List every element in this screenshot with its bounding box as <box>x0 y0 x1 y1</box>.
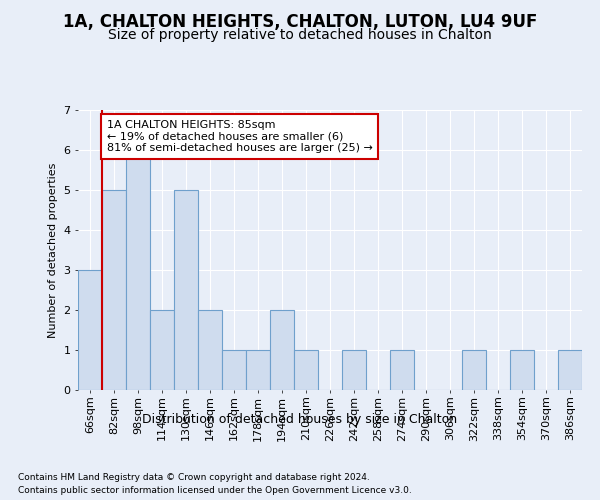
Bar <box>150 310 174 390</box>
Bar <box>558 350 582 390</box>
Text: Size of property relative to detached houses in Chalton: Size of property relative to detached ho… <box>108 28 492 42</box>
Bar <box>102 190 126 390</box>
Bar <box>246 350 270 390</box>
Bar <box>294 350 318 390</box>
Bar <box>390 350 414 390</box>
Text: 1A CHALTON HEIGHTS: 85sqm
← 19% of detached houses are smaller (6)
81% of semi-d: 1A CHALTON HEIGHTS: 85sqm ← 19% of detac… <box>107 120 373 153</box>
Text: Contains public sector information licensed under the Open Government Licence v3: Contains public sector information licen… <box>18 486 412 495</box>
Bar <box>198 310 222 390</box>
Bar <box>126 150 150 390</box>
Y-axis label: Number of detached properties: Number of detached properties <box>47 162 58 338</box>
Bar <box>462 350 486 390</box>
Bar <box>174 190 198 390</box>
Text: Distribution of detached houses by size in Chalton: Distribution of detached houses by size … <box>142 412 458 426</box>
Bar <box>222 350 246 390</box>
Bar <box>510 350 534 390</box>
Bar <box>78 270 102 390</box>
Text: Contains HM Land Registry data © Crown copyright and database right 2024.: Contains HM Land Registry data © Crown c… <box>18 472 370 482</box>
Text: 1A, CHALTON HEIGHTS, CHALTON, LUTON, LU4 9UF: 1A, CHALTON HEIGHTS, CHALTON, LUTON, LU4… <box>63 12 537 30</box>
Bar <box>342 350 366 390</box>
Bar <box>270 310 294 390</box>
